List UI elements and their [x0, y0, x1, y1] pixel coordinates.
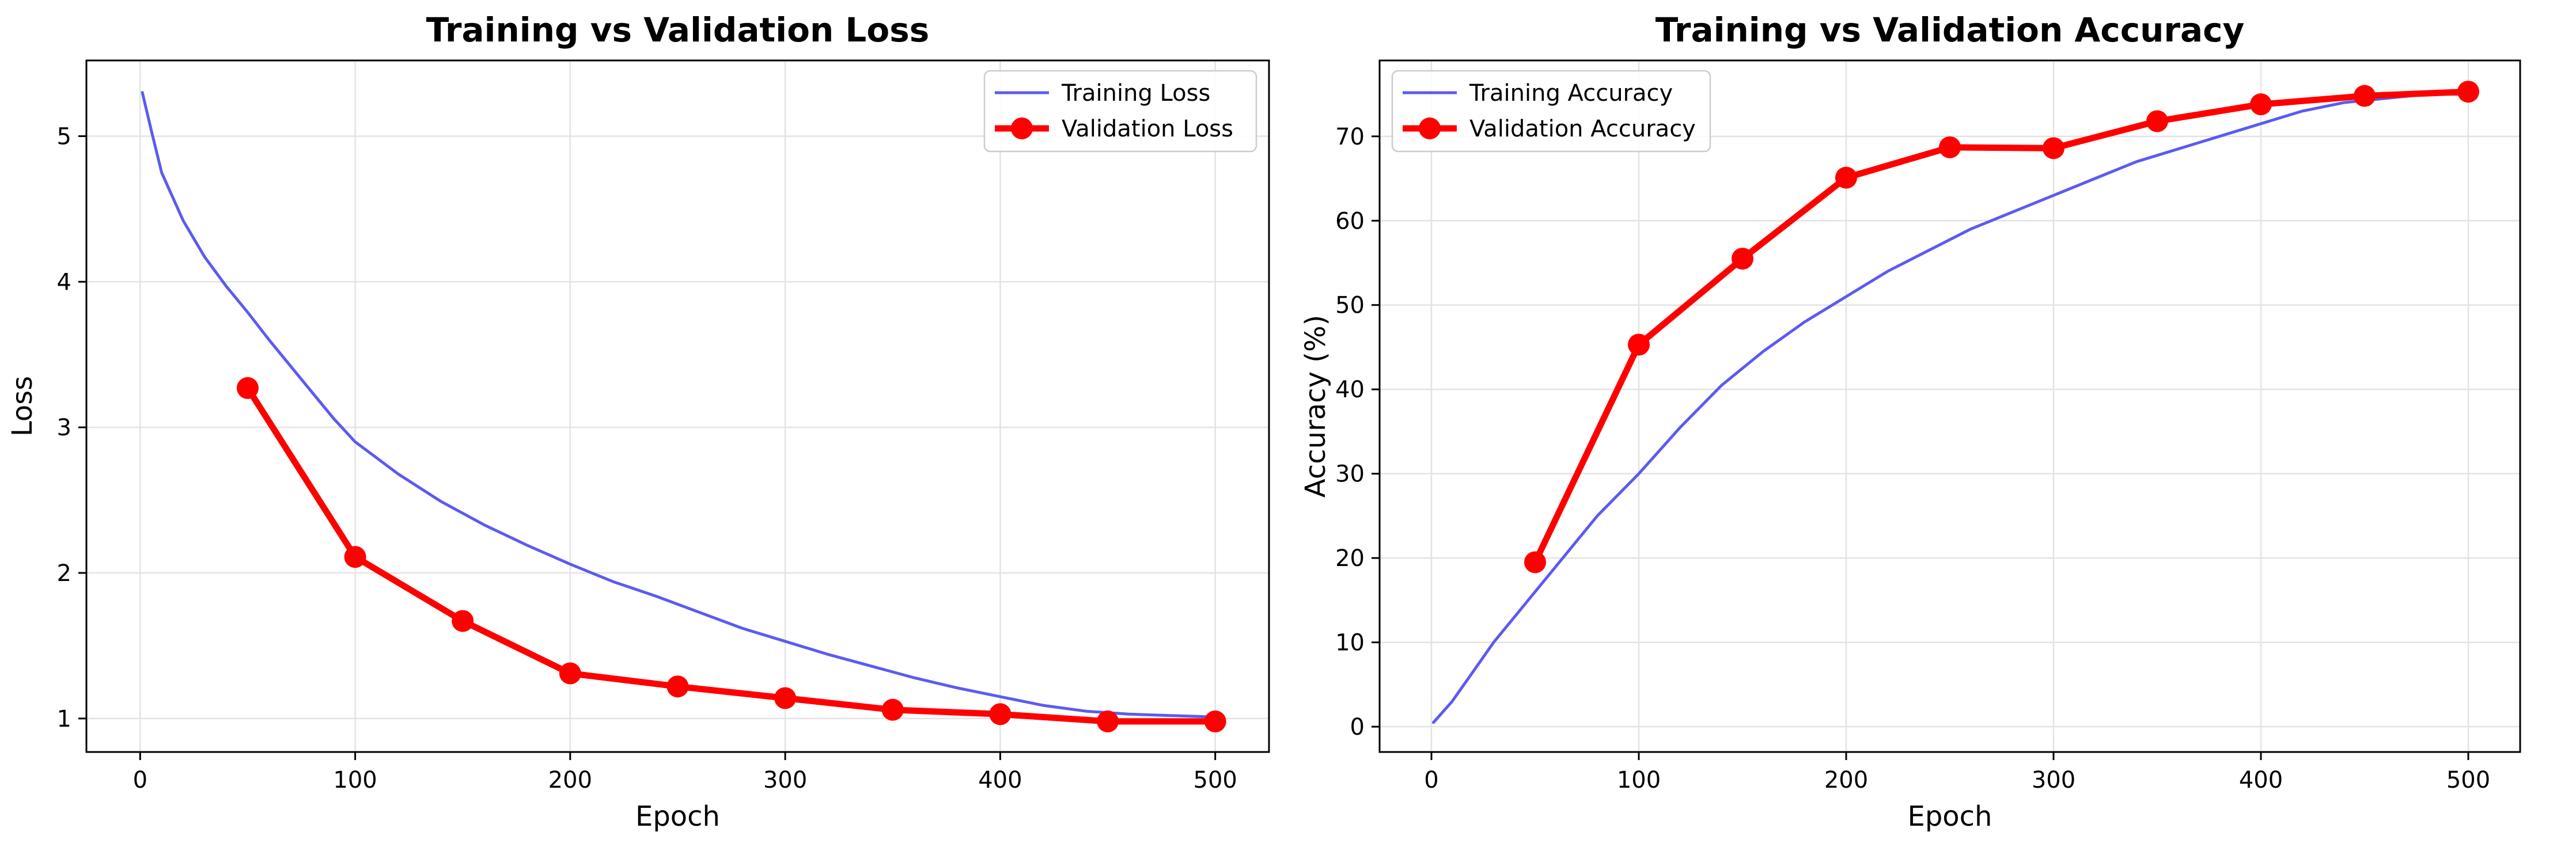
y-tick-label: 60 [1335, 208, 1365, 234]
x-axis: 0 100 200 300 400 500 [1424, 752, 2490, 793]
x-tick-label: 500 [2446, 767, 2490, 793]
data-point [989, 703, 1012, 726]
y-tick-label: 10 [1335, 630, 1365, 656]
data-point [1732, 248, 1753, 270]
y-tick-label: 1 [57, 706, 71, 732]
legend-label: Training Loss [1061, 80, 1210, 107]
legend: Training Accuracy Validation Accuracy [1391, 70, 1711, 153]
x-tick-label: 100 [1617, 767, 1661, 793]
data-point [1835, 166, 1857, 189]
legend-label: Validation Loss [1062, 116, 1233, 142]
y-axis-label: Loss [6, 376, 39, 436]
chart-title: Training vs Validation Loss [426, 10, 930, 50]
chart-title: Training vs Validation Accuracy [1656, 10, 2245, 50]
x-tick-label: 400 [2239, 767, 2283, 793]
legend-box [983, 70, 1257, 153]
legend-marker [1011, 117, 1033, 139]
y-tick-label: 70 [1335, 124, 1365, 150]
data-point [2146, 110, 2168, 132]
x-axis-label: Epoch [635, 800, 720, 833]
data-point [2043, 137, 2064, 159]
y-tick-label: 4 [57, 269, 71, 295]
x-tick-label: 300 [2032, 767, 2075, 793]
loss-chart-panel: 0 100 200 300 400 500 1 2 3 4 5 Training vs Validat… [6, 10, 1270, 833]
data-point [236, 377, 259, 399]
data-point [1204, 710, 1226, 732]
x-tick-label: 0 [133, 767, 147, 793]
legend: Training Loss Validation Loss [983, 70, 1257, 153]
data-point [1628, 333, 1650, 356]
series-line [1432, 93, 2470, 724]
data-point [774, 687, 797, 709]
x-tick-label: 200 [1824, 767, 1868, 793]
y-tick-label: 50 [1335, 293, 1365, 319]
data-point [2457, 81, 2479, 103]
legend-box [1391, 70, 1711, 153]
plot-frame [85, 59, 1270, 753]
y-axis: 0 10 20 30 40 50 60 70 [1335, 124, 1380, 740]
grid [1380, 60, 2520, 752]
y-tick-label: 0 [1350, 714, 1365, 740]
y-axis: 1 2 3 4 5 [57, 123, 86, 732]
legend-label: Validation Accuracy [1469, 116, 1696, 142]
data-point [452, 610, 474, 632]
plot-frame [1378, 59, 2521, 753]
data-point [2354, 85, 2376, 107]
data-point [344, 546, 366, 568]
data-point [1939, 136, 1961, 158]
x-tick-label: 300 [763, 767, 807, 793]
data-point [559, 662, 581, 685]
y-tick-label: 5 [57, 123, 71, 150]
series-validation-accuracy [1524, 81, 2479, 573]
series-training-accuracy [1432, 93, 2470, 724]
x-tick-label: 0 [1424, 767, 1438, 793]
y-tick-label: 30 [1335, 461, 1365, 488]
x-tick-label: 200 [548, 767, 592, 793]
series-line [244, 385, 1219, 725]
accuracy-chart-panel: 0 100 200 300 400 500 0 10 20 30 40 50 60 70 Training … [1300, 10, 2521, 833]
y-tick-label: 3 [57, 415, 71, 441]
series-validation-loss [236, 377, 1226, 732]
x-axis-label: Epoch [1908, 800, 1992, 833]
data-point [2250, 93, 2272, 116]
series-training-loss [141, 91, 1217, 719]
series-line [1532, 88, 2472, 565]
legend-label: Training Accuracy [1469, 80, 1673, 107]
data-point [1097, 710, 1119, 732]
y-tick-label: 2 [57, 560, 71, 587]
grid [86, 60, 1269, 752]
x-tick-label: 500 [1194, 767, 1237, 793]
data-point [1524, 551, 1546, 573]
x-tick-label: 400 [978, 767, 1022, 793]
y-tick-label: 20 [1335, 545, 1365, 572]
x-axis: 0 100 200 300 400 500 [133, 752, 1237, 793]
data-point [881, 698, 904, 721]
y-tick-label: 40 [1335, 377, 1365, 403]
legend-marker [1419, 117, 1441, 139]
x-tick-label: 100 [333, 767, 377, 793]
series-line [141, 91, 1217, 719]
data-point [666, 675, 689, 698]
y-axis-label: Accuracy (%) [1300, 315, 1332, 497]
